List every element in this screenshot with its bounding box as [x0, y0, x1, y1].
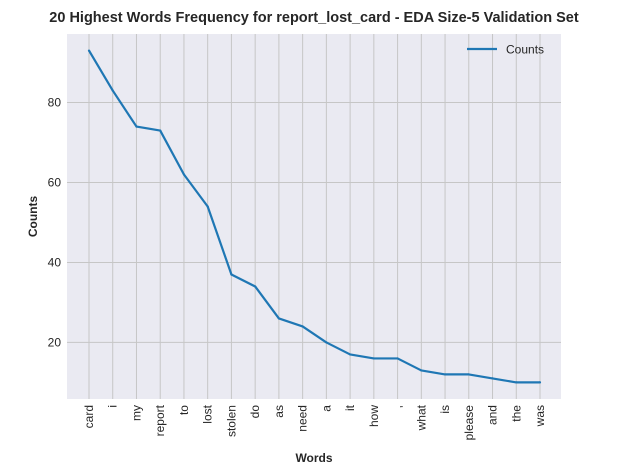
x-tick-label: my [129, 405, 143, 421]
x-tick-label: the [509, 405, 523, 422]
x-tick-label: do [248, 405, 262, 419]
x-tick-label: a [319, 405, 333, 412]
x-tick-label: what [414, 404, 428, 431]
data-point-8 [277, 317, 280, 320]
legend: Counts [467, 43, 544, 57]
x-tick-label: i [106, 405, 120, 408]
data-point-7 [254, 285, 257, 288]
x-tick-label: and [486, 405, 500, 425]
data-point-13 [396, 357, 399, 360]
data-point-11 [349, 353, 352, 356]
y-tick-labels: 20 40 60 80 [48, 96, 62, 350]
series-line-counts [88, 50, 540, 384]
y-axis-label: Counts [26, 196, 40, 238]
data-point-5 [206, 205, 209, 208]
x-tick-label: it [343, 404, 357, 411]
y-tick-label: 40 [48, 255, 62, 269]
y-tick-label: 60 [48, 176, 62, 190]
data-point-15 [443, 373, 447, 376]
x-tick-label: , [391, 405, 405, 408]
data-point-9 [301, 325, 304, 328]
plot-area [67, 34, 561, 399]
data-points [87, 49, 542, 384]
data-point-4 [182, 173, 186, 176]
data-point-0 [87, 49, 91, 52]
data-point-6 [230, 273, 233, 276]
x-tick-label: lost [201, 404, 215, 423]
x-tick-label: please [462, 405, 476, 441]
x-tick-label: stolen [224, 405, 238, 437]
data-point-10 [325, 341, 328, 344]
x-tick-label: need [296, 405, 310, 432]
data-point-3 [159, 129, 162, 132]
gridlines [67, 34, 561, 399]
y-tick-label: 80 [48, 96, 62, 110]
data-point-16 [467, 373, 470, 376]
legend-label-counts: Counts [506, 43, 544, 57]
data-point-17 [491, 377, 494, 380]
x-tick-label: as [272, 405, 286, 418]
x-tick-label: card [82, 405, 96, 428]
chart-title: 20 Highest Words Frequency for report_lo… [49, 10, 579, 26]
x-tick-label: how [367, 405, 381, 427]
data-point-2 [135, 125, 138, 128]
x-axis-label: Words [295, 451, 332, 465]
x-tick-labels: card i my report to lost stolen do as need a it how,… [82, 404, 547, 440]
x-tick-label: is [438, 405, 452, 414]
data-point-14 [420, 369, 423, 372]
x-tick-label: was [533, 405, 547, 427]
x-tick-label: report [153, 404, 167, 436]
data-point-18 [515, 381, 518, 384]
data-point-12 [372, 357, 375, 360]
x-tick-label: to [177, 405, 191, 415]
data-point-1 [111, 89, 114, 92]
data-point-19 [538, 381, 542, 384]
y-tick-label: 20 [48, 335, 62, 349]
